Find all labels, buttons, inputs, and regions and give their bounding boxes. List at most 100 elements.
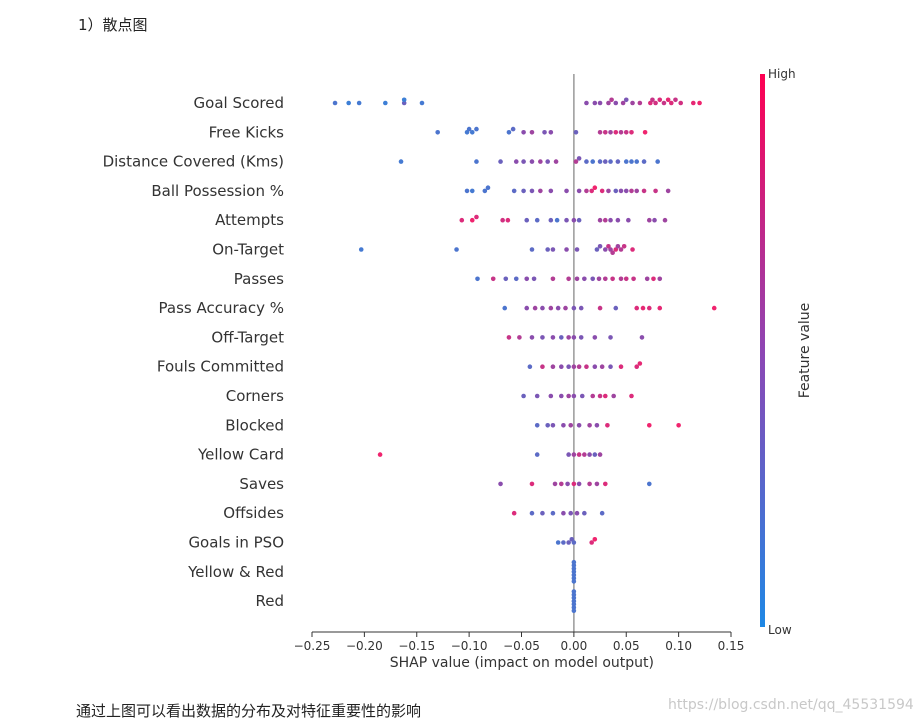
shap-point — [631, 276, 636, 282]
shap-point — [665, 97, 671, 103]
shap-point — [553, 159, 559, 164]
shap-point — [571, 608, 577, 613]
shap-point — [644, 276, 650, 282]
colorbar-low-label: Low — [768, 623, 792, 637]
shap-point — [506, 130, 512, 135]
shap-point — [529, 510, 535, 516]
shap-point — [623, 130, 629, 135]
shap-point — [629, 159, 634, 164]
shap-point — [697, 100, 702, 106]
shap-point — [571, 305, 577, 311]
shap-point — [474, 126, 479, 132]
shap-point — [571, 393, 577, 399]
shap-point — [606, 100, 611, 106]
shap-point — [594, 423, 600, 428]
shap-point — [646, 305, 652, 311]
shap-point — [529, 188, 535, 194]
shap-points — [332, 97, 717, 613]
shap-point — [574, 510, 580, 516]
shap-point — [464, 188, 470, 194]
shap-point — [597, 244, 603, 249]
shap-point — [521, 130, 526, 135]
shap-point — [606, 188, 611, 194]
shap-point — [548, 217, 554, 223]
shap-point — [521, 188, 526, 194]
shap-point — [613, 305, 619, 311]
shap-point — [532, 305, 538, 311]
shap-point — [566, 276, 571, 282]
shap-point — [521, 393, 526, 399]
feature-label: On-Target — [212, 241, 284, 259]
shap-point — [629, 393, 634, 399]
shap-point — [603, 393, 608, 399]
shap-point — [615, 159, 621, 164]
shap-point — [550, 276, 556, 282]
shap-point — [641, 188, 647, 194]
x-axis-title: SHAP value (impact on model output) — [390, 655, 654, 671]
shap-point — [608, 159, 613, 164]
shap-point — [571, 605, 577, 610]
shap-point — [524, 276, 530, 282]
shap-point — [529, 130, 535, 135]
shap-point — [605, 423, 610, 428]
shap-point — [637, 361, 643, 366]
shap-point — [592, 364, 598, 370]
shap-point — [626, 217, 631, 223]
feature-label: Offsides — [223, 504, 284, 522]
shap-point — [603, 276, 608, 282]
feature-label: Yellow & Red — [187, 563, 284, 581]
shap-point — [571, 217, 577, 223]
shap-point — [548, 130, 554, 135]
shap-point — [618, 247, 624, 252]
shap-point — [623, 97, 629, 103]
shap-point — [571, 540, 577, 545]
shap-point — [454, 247, 459, 252]
shap-point — [571, 602, 577, 607]
shap-point — [503, 276, 509, 282]
feature-label: Fouls Committed — [157, 358, 284, 376]
shap-point — [571, 598, 577, 604]
x-tick-label: 0.05 — [613, 639, 640, 653]
feature-label: Distance Covered (Kms) — [103, 153, 284, 171]
shap-point — [505, 217, 511, 223]
shap-point — [657, 305, 663, 311]
shap-point — [552, 481, 558, 487]
colorbar-high-label: High — [768, 67, 796, 81]
shap-point — [634, 188, 640, 194]
x-tick-label: 0.15 — [718, 639, 745, 653]
shap-point — [563, 305, 568, 311]
shap-point — [637, 100, 643, 106]
feature-label: Blocked — [225, 416, 284, 434]
shap-point — [356, 100, 362, 106]
x-tick-label: −0.10 — [451, 639, 488, 653]
shap-point — [623, 159, 629, 164]
shap-point — [550, 247, 556, 252]
shap-point — [690, 100, 696, 106]
shap-point — [550, 335, 556, 340]
shap-point — [540, 335, 545, 340]
shap-point — [609, 97, 614, 103]
watermark: https://blog.csdn.net/qq_45531594 — [668, 697, 914, 713]
shap-point — [346, 100, 351, 106]
shap-point — [613, 130, 619, 135]
shap-point — [618, 364, 624, 370]
shap-point — [603, 247, 608, 252]
shap-point — [587, 452, 592, 457]
caption-text: 通过上图可以看出数据的分布及对特征重要性的影响 — [76, 702, 422, 720]
shap-point — [571, 572, 577, 578]
shap-point — [653, 188, 658, 194]
shap-point — [555, 540, 561, 545]
colorbar-title: Feature value — [797, 303, 813, 399]
shap-point — [623, 188, 629, 194]
shap-point — [498, 159, 503, 164]
shap-point — [506, 335, 512, 340]
shap-point — [538, 188, 543, 194]
shap-point — [550, 364, 556, 370]
shap-point — [579, 393, 585, 399]
shap-point — [599, 364, 605, 370]
shap-point — [668, 100, 674, 106]
shap-point — [511, 188, 517, 194]
shap-point — [571, 575, 577, 581]
feature-labels: Goal Scored Free Kicks Distance Covered (K… — [103, 94, 285, 610]
shap-point — [678, 100, 684, 106]
